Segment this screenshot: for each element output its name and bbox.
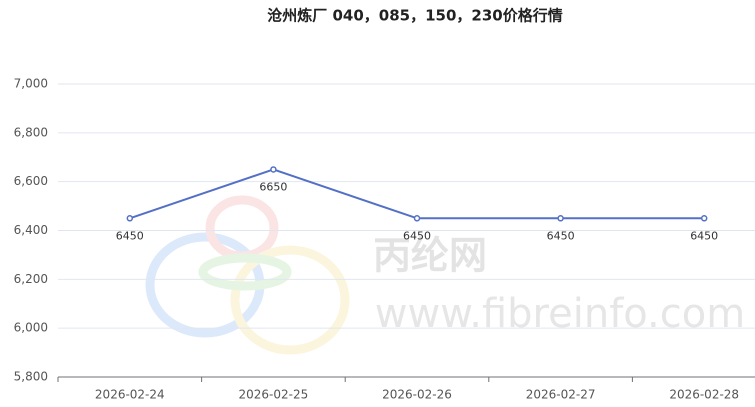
value-label: 6450 <box>116 229 144 242</box>
x-tick-label: 2026-02-28 <box>669 388 739 402</box>
watermark-logo <box>145 195 350 355</box>
y-tick-label: 6,600 <box>14 174 48 188</box>
point <box>413 215 421 222</box>
y-tick-label: 6,000 <box>14 321 48 335</box>
point <box>270 166 277 173</box>
chart-title: 沧州炼厂 040，085，150，230价格行情 <box>267 7 562 25</box>
x-tick-label: 2026-02-25 <box>239 388 309 402</box>
point <box>126 215 134 222</box>
x-tick-label: 2026-02-27 <box>526 388 596 402</box>
watermark-site: www.fibreinfo.com <box>375 291 745 337</box>
value-label: 6650 <box>259 180 287 193</box>
x-tick-label: 2026-02-24 <box>95 388 165 402</box>
y-tick-label: 6,400 <box>14 223 48 237</box>
y-tick-label: 7,000 <box>14 77 48 91</box>
y-tick-label: 5,800 <box>14 370 48 384</box>
value-label: 6450 <box>547 229 575 242</box>
point <box>557 215 564 222</box>
watermark-name: 丙纶网 <box>373 234 487 278</box>
y-tick-label: 6,200 <box>14 272 48 286</box>
value-label: 6450 <box>403 229 431 242</box>
point <box>700 215 708 222</box>
value-label: 6450 <box>690 229 718 242</box>
x-tick-label: 2026-02-26 <box>382 388 452 402</box>
y-tick-label: 6,800 <box>14 125 48 139</box>
